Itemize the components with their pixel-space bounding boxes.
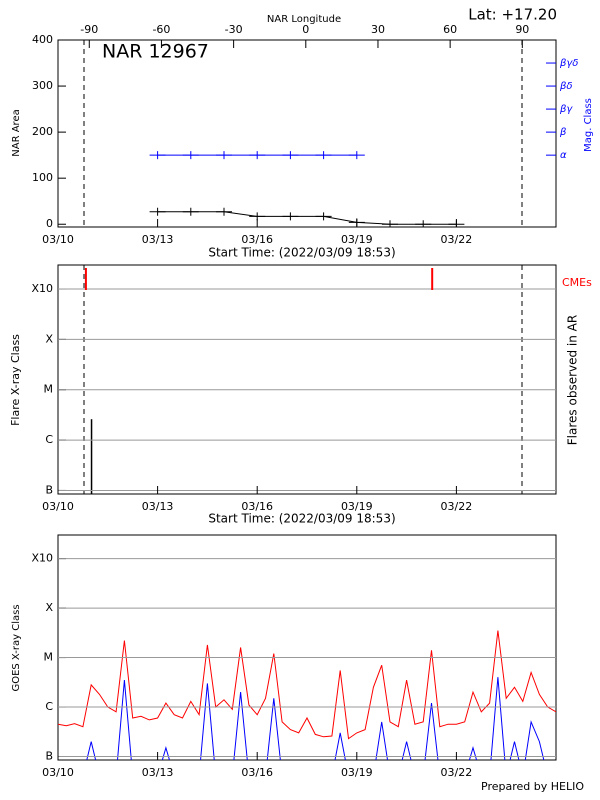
point-marker bbox=[315, 151, 332, 160]
series-line bbox=[86, 677, 545, 760]
point-marker bbox=[149, 207, 166, 216]
y-tick-label: 100 bbox=[32, 171, 53, 184]
y2-tick-label: βγδ bbox=[559, 58, 578, 69]
point-marker bbox=[149, 151, 166, 160]
legend-cmes: CMEs bbox=[562, 276, 592, 289]
y-axis-label: Flare X-ray Class bbox=[9, 334, 22, 426]
y-tick-label: M bbox=[44, 383, 54, 396]
y-tick-label: 400 bbox=[32, 33, 53, 46]
ar-title: NAR 12967 bbox=[102, 41, 209, 63]
y-tick-label: C bbox=[45, 700, 53, 713]
y-tick-label: 0 bbox=[46, 217, 53, 230]
point-marker bbox=[216, 207, 232, 216]
x-tick-label: 03/16 bbox=[241, 233, 273, 246]
x-axis-label: Start Time: (2022/03/09 18:53) bbox=[208, 512, 395, 526]
plot-frame bbox=[57, 534, 557, 761]
x2-tick-label: 30 bbox=[371, 23, 385, 36]
x2-tick-label: 60 bbox=[443, 23, 457, 36]
x-tick-label: 03/22 bbox=[441, 233, 473, 246]
point-marker bbox=[216, 151, 232, 160]
series-line bbox=[157, 211, 457, 225]
plot-area bbox=[149, 151, 465, 227]
x-tick-label: 03/19 bbox=[341, 766, 373, 779]
y-tick-label: 200 bbox=[32, 125, 53, 138]
latitude: Lat: +17.20 bbox=[468, 6, 557, 24]
point-marker bbox=[315, 212, 332, 221]
x-tick-label: 03/19 bbox=[341, 233, 373, 246]
y-tick-label: 300 bbox=[32, 79, 53, 92]
point-marker bbox=[348, 151, 365, 160]
y-tick-label: C bbox=[45, 433, 53, 446]
y2-axis-label: Mag. Class bbox=[583, 98, 594, 152]
x-tick-label: 03/10 bbox=[42, 500, 74, 513]
x2-axis-label: NAR Longitude bbox=[267, 14, 341, 25]
point-marker bbox=[382, 220, 398, 227]
y-tick-label: X bbox=[45, 601, 53, 614]
y-tick-label: M bbox=[44, 651, 54, 664]
x-tick-label: 03/13 bbox=[142, 233, 174, 246]
x2-tick-label: -30 bbox=[225, 23, 243, 36]
y-tick-label: X10 bbox=[31, 282, 53, 295]
x2-tick-label: -90 bbox=[80, 23, 98, 36]
plot-area bbox=[58, 630, 556, 760]
x2-tick-label: -60 bbox=[152, 23, 170, 36]
y2-tick-label: βγ bbox=[559, 104, 573, 115]
x-tick-label: 03/10 bbox=[42, 233, 74, 246]
y-tick-label: B bbox=[45, 483, 53, 496]
x2-tick-label: 0 bbox=[302, 23, 309, 36]
y-axis-label: GOES X-ray Class bbox=[11, 604, 22, 691]
y-tick-label: X bbox=[45, 332, 53, 345]
legend-flares: Flares observed in AR bbox=[566, 315, 580, 445]
x-tick-label: 03/13 bbox=[142, 766, 174, 779]
y2-tick-label: βδ bbox=[559, 81, 573, 92]
y-axis-label: NAR Area bbox=[11, 109, 22, 156]
x-tick-label: 03/19 bbox=[341, 500, 373, 513]
y2-tick-label: β bbox=[559, 127, 567, 138]
point-marker bbox=[182, 151, 199, 160]
y-tick-label: B bbox=[45, 750, 53, 763]
x-tick-label: 03/16 bbox=[241, 766, 273, 779]
point-marker bbox=[415, 220, 432, 227]
x-tick-label: 03/22 bbox=[441, 766, 473, 779]
x-tick-label: 03/13 bbox=[142, 500, 174, 513]
point-marker bbox=[282, 212, 299, 221]
x2-tick-label: 90 bbox=[515, 23, 529, 36]
x-tick-label: 03/16 bbox=[241, 500, 273, 513]
x-tick-label: 03/10 bbox=[42, 766, 74, 779]
series-line bbox=[58, 630, 556, 740]
point-marker bbox=[282, 151, 299, 160]
plot-frame bbox=[57, 39, 557, 228]
plot-frame bbox=[57, 264, 557, 495]
footer: Prepared by HELIO bbox=[481, 780, 584, 793]
y2-tick-label: α bbox=[560, 150, 567, 161]
x-axis-label: Start Time: (2022/03/09 18:53) bbox=[208, 246, 395, 260]
point-marker bbox=[249, 151, 266, 160]
y-tick-label: X10 bbox=[31, 552, 53, 565]
x-tick-label: 03/22 bbox=[441, 500, 473, 513]
point-marker bbox=[182, 207, 199, 216]
